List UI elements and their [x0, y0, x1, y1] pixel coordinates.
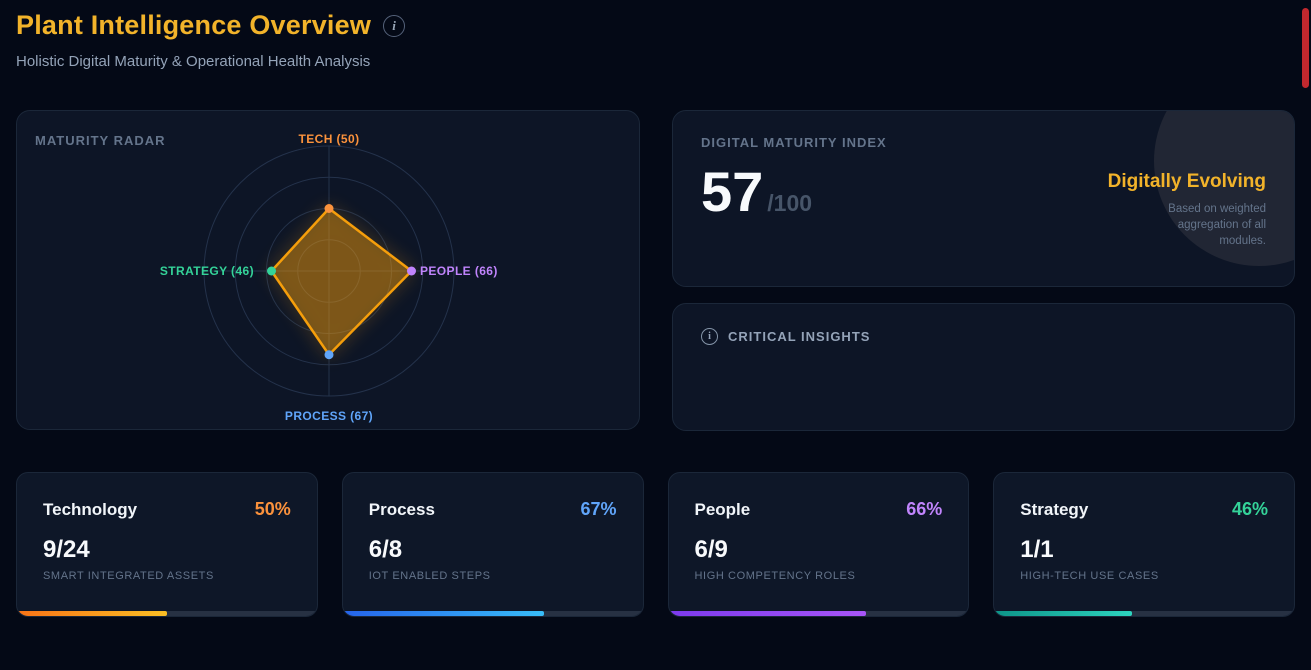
dmi-status-note: Based on weighted aggregation of all mod…: [1168, 203, 1266, 248]
module-card-progress-fill: [17, 611, 167, 616]
radar-axis-label-strategy: STRATEGY (46): [159, 264, 254, 278]
module-card-title: Strategy: [1020, 500, 1089, 519]
module-card-percent: 46%: [1231, 499, 1268, 519]
digital-maturity-index-panel: DIGITAL MATURITY INDEX 57 /100 Digitally…: [672, 110, 1295, 287]
module-card-percent: 67%: [580, 499, 617, 519]
page-subtitle: Holistic Digital Maturity & Operational …: [16, 53, 371, 70]
module-card-title: Technology: [43, 500, 138, 519]
dmi-status-badge: Digitally Evolving: [1107, 171, 1266, 192]
module-card-title: People: [694, 500, 751, 519]
dmi-label: DIGITAL MATURITY INDEX: [701, 135, 887, 150]
dmi-left: DIGITAL MATURITY INDEX 57 /100: [701, 135, 887, 249]
dmi-score: 57: [701, 160, 764, 223]
module-card-progress-track: [342, 611, 643, 616]
radar-chart: [203, 145, 455, 397]
critical-insights-title: CRITICAL INSIGHTS: [728, 329, 871, 344]
module-card-percent: 50%: [254, 499, 291, 519]
module-card-progress-track: [994, 611, 1294, 616]
maturity-radar-panel: TECH (50) PEOPLE (66) PROCESS (67) STRATEGY…: [16, 110, 640, 430]
module-card-technology[interactable]: Technology 50% 9/24 SMART INTEGRATED ASS…: [16, 472, 318, 617]
scrollbar-thumb[interactable]: [1302, 8, 1309, 88]
module-card-progress-fill: [668, 611, 867, 616]
critical-insights-panel: i CRITICAL INSIGHTS: [672, 303, 1295, 431]
dmi-score-max: /100: [767, 190, 813, 216]
module-card-progress-fill: [342, 611, 544, 616]
page-header: Plant Intelligence Overview i Holistic D…: [0, 0, 1311, 70]
radar-axis-label-tech: TECH (50): [298, 132, 360, 146]
module-card-process[interactable]: Process 67% 6/8 IOT ENABLED STEPS: [341, 472, 644, 617]
module-card-progress-fill: [994, 611, 1133, 616]
dmi-right: Digitally Evolving Based on weighted agg…: [1108, 171, 1266, 249]
module-card-progress-track: [17, 611, 317, 616]
radar-axis-label-process: PROCESS (67): [284, 409, 374, 423]
page-title: Plant Intelligence Overview: [16, 10, 372, 40]
module-card-people[interactable]: People 66% 6/9 HIGH COMPETENCY ROLES: [667, 472, 970, 617]
radar-axis-label-people: PEOPLE (66): [420, 264, 498, 278]
radar-panel-title: MATURITY RADAR: [35, 133, 166, 148]
module-card-fraction: 9/24: [43, 536, 90, 563]
module-card-title: Process: [368, 500, 435, 519]
module-card-progress-track: [668, 611, 969, 616]
module-card-caption: IOT ENABLED STEPS: [368, 570, 491, 582]
module-cards-row: Technology 50% 9/24 SMART INTEGRATED ASS…: [16, 472, 1295, 617]
module-card-percent: 66%: [906, 499, 943, 519]
module-card-strategy[interactable]: Strategy 46% 1/1 HIGH-TECH USE CASES: [993, 472, 1295, 617]
module-card-caption: SMART INTEGRATED ASSETS: [43, 570, 214, 582]
module-card-caption: HIGH-TECH USE CASES: [1020, 570, 1159, 582]
module-card-fraction: 6/9: [694, 536, 728, 563]
module-card-caption: HIGH COMPETENCY ROLES: [694, 570, 856, 582]
info-circle-icon: i: [701, 328, 718, 345]
module-card-fraction: 1/1: [1020, 536, 1054, 563]
module-card-fraction: 6/8: [368, 536, 403, 563]
info-icon[interactable]: i: [383, 14, 406, 37]
